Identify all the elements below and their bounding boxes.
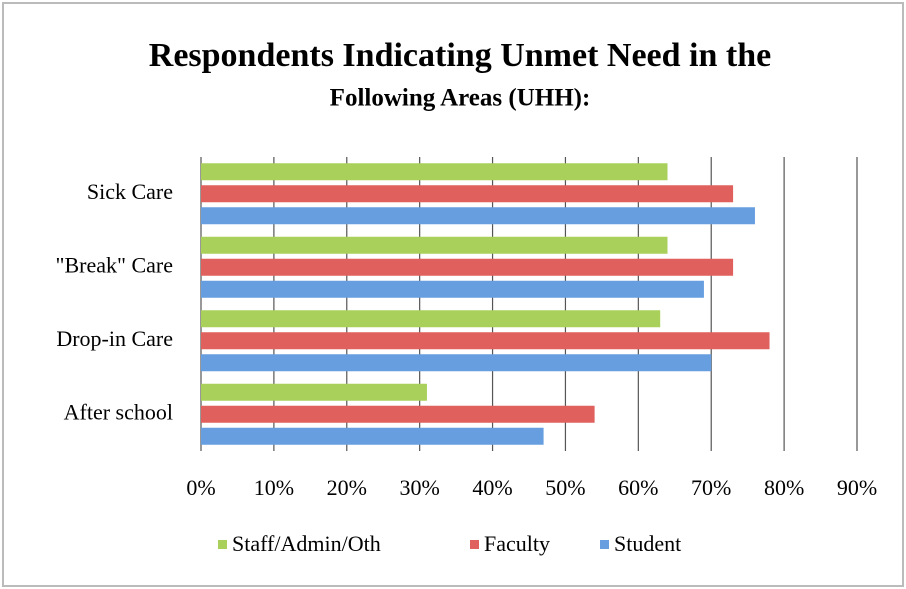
legend-label: Student: [614, 531, 681, 556]
bar: [201, 163, 668, 181]
legend-label: Staff/Admin/Oth: [232, 531, 381, 556]
bar: [201, 258, 734, 276]
x-tick-label: 20%: [327, 475, 367, 500]
bar: [201, 280, 704, 298]
bar: [201, 332, 770, 350]
x-tick-label: 10%: [254, 475, 294, 500]
legend-swatch: [600, 540, 609, 549]
x-tick-label: 50%: [545, 475, 585, 500]
bar: [201, 405, 595, 423]
legend-swatch: [470, 540, 479, 549]
x-tick-label: 0%: [186, 475, 215, 500]
bar: [201, 383, 427, 401]
chart-title: Respondents Indicating Unmet Need in the: [149, 37, 771, 74]
x-tick-label: 60%: [618, 475, 658, 500]
legend-swatch: [218, 540, 227, 549]
bar: [201, 427, 544, 445]
x-tick-label: 70%: [691, 475, 731, 500]
bar: [201, 310, 661, 328]
chart-subtitle: Following Areas (UHH):: [330, 85, 591, 112]
bar: [201, 354, 712, 372]
bar: [201, 207, 755, 225]
y-tick-label: Sick Care: [87, 179, 173, 204]
bar: [201, 236, 668, 254]
bar: [201, 185, 734, 203]
x-tick-label: 30%: [400, 475, 440, 500]
y-tick-label: Drop-in Care: [56, 326, 173, 351]
y-tick-label: "Break" Care: [55, 252, 173, 277]
y-tick-label: After school: [64, 399, 173, 424]
x-tick-label: 90%: [837, 475, 877, 500]
x-tick-label: 80%: [764, 475, 804, 500]
x-tick-label: 40%: [472, 475, 512, 500]
legend-label: Faculty: [484, 531, 550, 556]
